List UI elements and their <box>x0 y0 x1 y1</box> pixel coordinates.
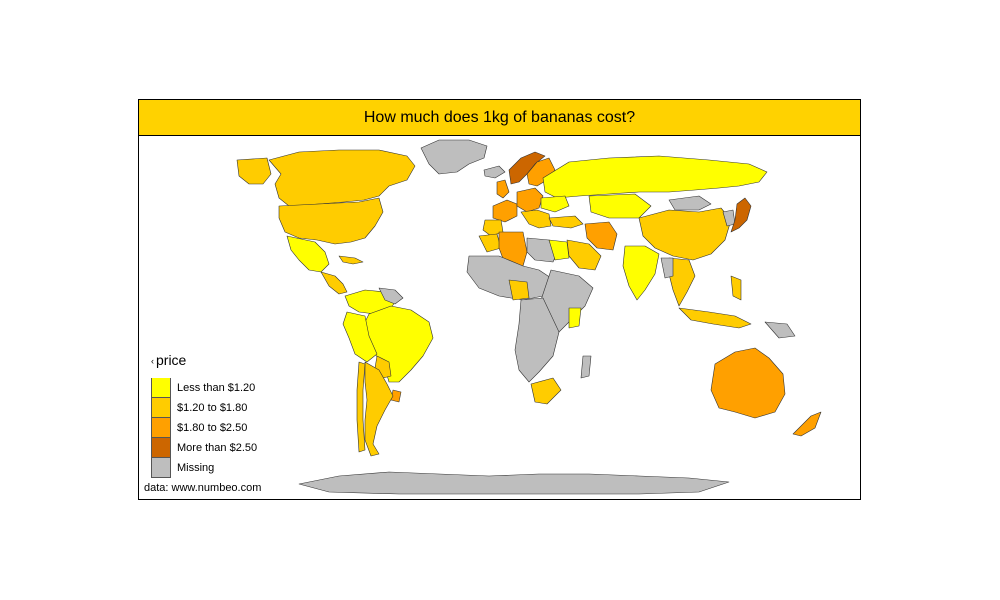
region-iran[interactable] <box>584 221 618 251</box>
region-japan[interactable] <box>730 197 752 233</box>
legend-item-120to180[interactable]: $1.20 to $1.80 <box>151 398 257 418</box>
legend-item-180to250[interactable]: $1.80 to $2.50 <box>151 418 257 438</box>
legend-title: ‹ price <box>151 352 257 368</box>
region-kenya[interactable] <box>568 307 582 329</box>
region-philippines[interactable] <box>730 275 742 301</box>
legend-label: More than $2.50 <box>177 442 258 454</box>
legend-item-lt120[interactable]: Less than $1.20 <box>151 378 257 398</box>
legend-label: $1.20 to $1.80 <box>177 402 248 414</box>
region-china[interactable] <box>638 207 732 261</box>
region-south-africa[interactable] <box>530 377 562 405</box>
region-nigeria[interactable] <box>508 279 530 301</box>
region-canada[interactable] <box>268 149 416 207</box>
legend-swatch <box>151 438 171 458</box>
region-egypt[interactable] <box>548 239 570 261</box>
region-peru-bolivia[interactable] <box>342 311 378 363</box>
region-myanmar[interactable] <box>660 257 674 279</box>
region-central-europe[interactable] <box>516 187 544 213</box>
legend-swatch <box>151 458 171 478</box>
region-russia[interactable] <box>542 155 768 199</box>
legend: ‹ price Less than $1.20 $1.20 to $1.80 $1… <box>151 352 257 478</box>
legend-title-text: price <box>156 352 187 368</box>
region-antarctica[interactable] <box>298 471 730 495</box>
region-france[interactable] <box>492 199 518 223</box>
region-greenland[interactable] <box>420 139 488 175</box>
legend-marker-icon: ‹ <box>151 356 154 367</box>
region-caribbean[interactable] <box>338 255 364 265</box>
region-kazakhstan[interactable] <box>588 193 652 219</box>
region-mongolia[interactable] <box>668 195 712 211</box>
legend-swatch <box>151 378 171 398</box>
legend-item-missing[interactable]: Missing <box>151 458 257 478</box>
legend-swatch <box>151 398 171 418</box>
region-central-africa[interactable] <box>514 297 560 383</box>
region-alaska[interactable] <box>236 157 272 185</box>
legend-label: $1.80 to $2.50 <box>177 422 248 434</box>
legend-label: Missing <box>177 462 215 474</box>
region-png[interactable] <box>764 321 796 339</box>
map-frame: How much does 1kg of bananas cost? <box>138 99 861 500</box>
region-india[interactable] <box>622 245 660 301</box>
region-morocco[interactable] <box>478 233 502 253</box>
region-chile[interactable] <box>356 361 366 453</box>
region-madagascar[interactable] <box>580 355 592 379</box>
title-bar: How much does 1kg of bananas cost? <box>139 100 860 136</box>
region-west-africa[interactable] <box>466 255 552 301</box>
region-uk[interactable] <box>496 179 510 199</box>
region-central-america[interactable] <box>320 271 348 295</box>
region-indonesia[interactable] <box>678 307 752 329</box>
world-map <box>236 139 822 495</box>
region-ukraine[interactable] <box>540 195 570 213</box>
region-new-zealand[interactable] <box>792 411 822 437</box>
region-usa[interactable] <box>278 197 384 245</box>
legend-swatch <box>151 418 171 438</box>
region-turkey[interactable] <box>548 215 584 229</box>
region-guianas[interactable] <box>378 287 404 305</box>
map-title: How much does 1kg of bananas cost? <box>363 108 636 126</box>
region-italy-balkans[interactable] <box>520 209 552 229</box>
legend-label: Less than $1.20 <box>177 382 256 394</box>
region-australia[interactable] <box>710 347 786 419</box>
region-iceland[interactable] <box>483 165 506 179</box>
legend-item-gt250[interactable]: More than $2.50 <box>151 438 257 458</box>
data-source: data: www.numbeo.com <box>144 482 262 494</box>
region-argentina[interactable] <box>364 361 394 457</box>
